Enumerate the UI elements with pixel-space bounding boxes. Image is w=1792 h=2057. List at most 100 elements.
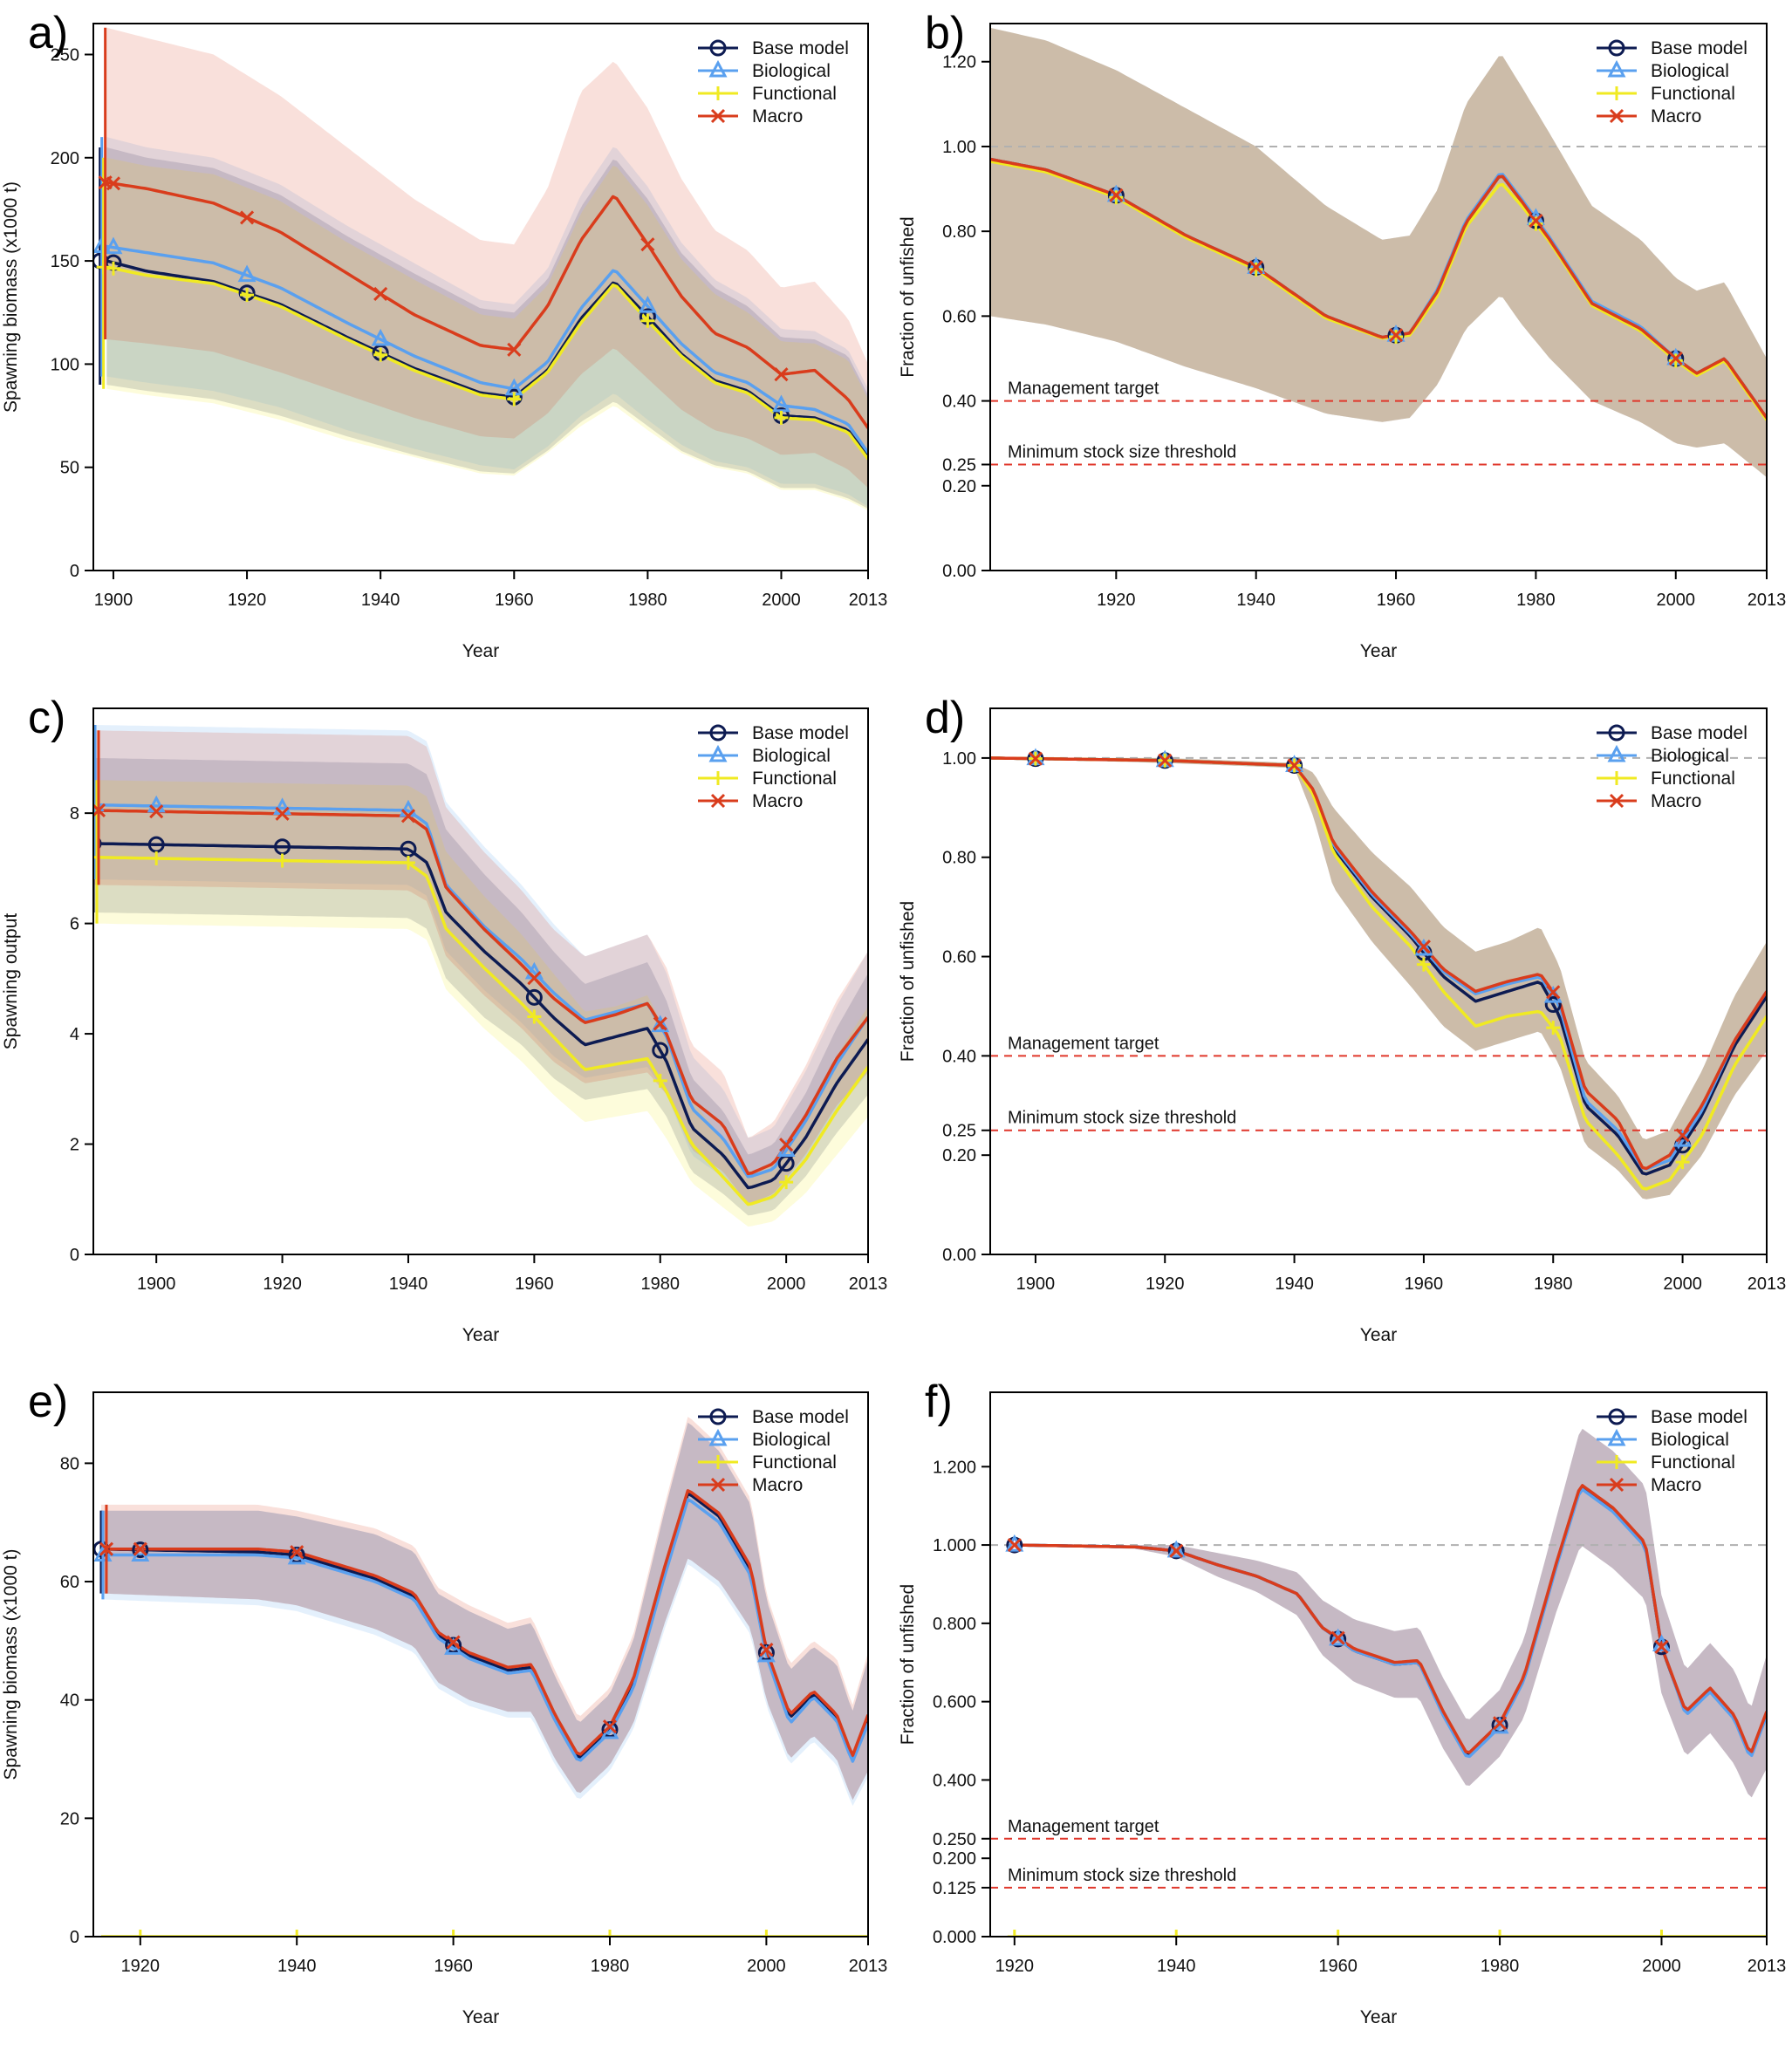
- x-tick-label: 1980: [1481, 1957, 1520, 1976]
- marker-macro: [1330, 1630, 1345, 1645]
- panel-c: 1900 1920 1940 1960 1980 2000 2013 0 2 4 6 8 Year Spa…: [1, 693, 887, 1345]
- y-tick-label: 0.80: [942, 222, 976, 242]
- marker-macro: [446, 1635, 461, 1650]
- marker-functional: [527, 1009, 542, 1024]
- marker-macro: [759, 1642, 774, 1657]
- legend-marker-functional: [1610, 771, 1624, 785]
- confidence-band-base_model: [1014, 1428, 1767, 1798]
- marker-macro: [1169, 1543, 1184, 1558]
- marker-macro: [275, 806, 290, 821]
- marker-base_model: [1652, 1638, 1670, 1656]
- marker-functional: [603, 1930, 617, 1937]
- marker-functional: [507, 392, 522, 407]
- reference-line-label: Management target: [1008, 379, 1159, 399]
- y-tick-label: 0.125: [933, 1879, 976, 1898]
- legend-label-base_model: Base model: [752, 1407, 849, 1427]
- reference-line-label: Minimum stock size threshold: [1008, 1866, 1236, 1885]
- x-tick-label: 1960: [515, 1275, 554, 1294]
- confidence-band-macro: [990, 27, 1767, 478]
- x-tick-label: 1940: [277, 1957, 317, 1976]
- y-tick-label: 2: [70, 1136, 79, 1155]
- legend-label-functional: Functional: [752, 1452, 837, 1473]
- x-tick-label: 1920: [1097, 591, 1136, 610]
- y-tick-label: 0.80: [942, 849, 976, 868]
- marker-functional: [779, 1175, 794, 1190]
- series-line-functional: [93, 855, 868, 1206]
- x-tick-label: 2013: [1748, 1275, 1787, 1294]
- marker-macro: [133, 1541, 147, 1556]
- confidence-band-base_model: [106, 147, 868, 509]
- marker-functional: [240, 288, 255, 303]
- marker-functional: [1169, 1930, 1184, 1937]
- legend-label-macro: Macro: [1651, 791, 1701, 811]
- x-tick-label: 2000: [1642, 1957, 1681, 1976]
- legend-label-macro: Macro: [752, 1475, 803, 1495]
- reference-line-label: Management target: [1008, 1034, 1159, 1053]
- legend-marker-macro: [710, 108, 726, 124]
- legend-label-functional: Functional: [1651, 769, 1735, 789]
- marker-functional: [1007, 1930, 1022, 1937]
- marker-functional: [1109, 190, 1124, 205]
- legend-label-base_model: Base model: [1651, 1407, 1748, 1427]
- legend-label-functional: Functional: [752, 84, 837, 104]
- y-axis-label: Fraction of unfished: [898, 216, 918, 377]
- y-tick-label: 0: [70, 1928, 79, 1947]
- x-tick-label: 1960: [1318, 1957, 1358, 1976]
- marker-functional: [759, 1930, 774, 1937]
- series-line-functional: [106, 265, 868, 461]
- marker-macro: [1675, 1128, 1690, 1143]
- legend-marker-macro: [1609, 108, 1624, 124]
- marker-macro: [149, 804, 164, 819]
- y-tick-label: 80: [60, 1454, 79, 1473]
- legend-label-biological: Biological: [752, 61, 831, 81]
- marker-functional: [640, 313, 655, 328]
- plot-area: [990, 27, 1767, 478]
- y-axis-label: Fraction of unfished: [898, 1584, 918, 1745]
- marker-macro: [240, 210, 255, 225]
- series-line-biological: [106, 244, 868, 454]
- legend-marker-functional: [711, 1455, 725, 1469]
- panel-f: Management target Minimum stock size thre…: [898, 1377, 1786, 2027]
- marker-base_model: [525, 988, 543, 1006]
- legend-label-biological: Biological: [1651, 746, 1729, 766]
- marker-macro: [1287, 758, 1302, 773]
- plot-area: [93, 27, 868, 511]
- y-axis-label: Spawning biomass (x1000 t): [1, 1549, 21, 1780]
- y-tick-label: 60: [60, 1573, 79, 1592]
- x-tick-label: 1980: [1534, 1275, 1573, 1294]
- marker-macro: [527, 971, 542, 986]
- y-tick-label: 0.200: [933, 1849, 976, 1869]
- initial-marker-functional: [96, 260, 111, 275]
- y-tick-label: 0.400: [933, 1771, 976, 1790]
- confidence-band-macro: [990, 757, 1767, 1199]
- marker-functional: [1493, 1930, 1508, 1937]
- y-tick-label: 0.40: [942, 393, 976, 412]
- x-tick-label: 1900: [94, 591, 133, 610]
- y-tick-label: 0.40: [942, 1047, 976, 1066]
- legend-label-functional: Functional: [752, 769, 837, 789]
- legend-label-biological: Biological: [752, 746, 831, 766]
- y-tick-label: 1.200: [933, 1458, 976, 1477]
- marker-base_model: [132, 1541, 149, 1559]
- x-tick-label: 2013: [1748, 591, 1787, 610]
- y-tick-label: 40: [60, 1691, 79, 1711]
- panel-letter: f): [925, 1377, 953, 1427]
- legend-label-biological: Biological: [1651, 61, 1729, 81]
- legend-marker-functional: [1610, 1455, 1624, 1469]
- plot-area: [93, 724, 868, 1227]
- x-tick-label: 1940: [1275, 1275, 1314, 1294]
- series-line-biological: [990, 756, 1767, 1171]
- initial-marker-macro: [99, 1541, 114, 1556]
- y-tick-label: 0.00: [942, 1246, 976, 1265]
- marker-macro: [602, 1719, 618, 1734]
- legend-label-macro: Macro: [1651, 1475, 1701, 1495]
- marker-biological: [1005, 1534, 1024, 1552]
- initial-marker-macro: [98, 175, 113, 190]
- y-tick-label: 0.000: [933, 1928, 976, 1947]
- legend-marker-biological: [1607, 1428, 1626, 1446]
- y-tick-label: 0.250: [933, 1830, 976, 1849]
